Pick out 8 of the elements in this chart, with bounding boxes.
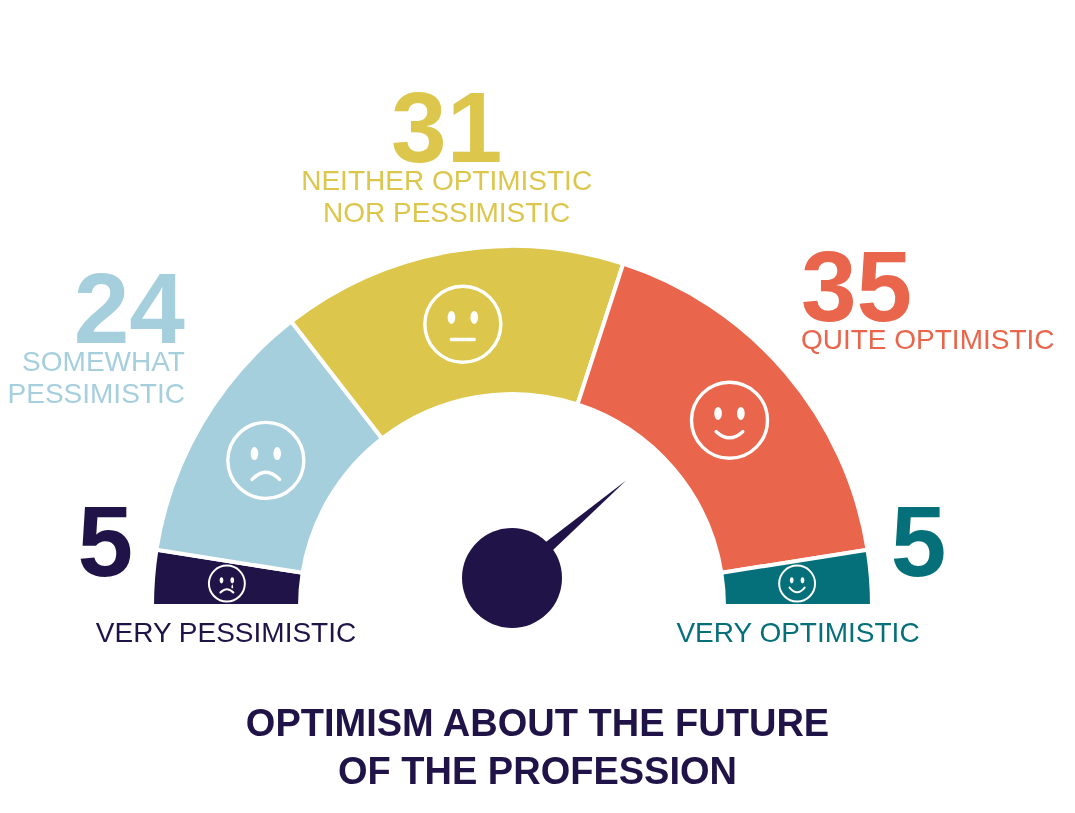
slice-label: VERY PESSIMISTIC bbox=[95, 617, 357, 648]
text: OPTIMISM ABOUT THE FUTURE OF THE PROFESSION bbox=[245, 702, 830, 792]
slice-label: VERY OPTIMISTIC bbox=[676, 617, 920, 648]
slice-label: QUITE OPTIMISTIC bbox=[800, 324, 1055, 356]
data-label: 5 bbox=[77, 485, 134, 598]
slice-label: SOMEWHAT PESSIMISTIC bbox=[7, 345, 185, 409]
data-label: 5 bbox=[890, 485, 947, 598]
slice-label: NEITHER OPTIMISTIC NOR PESSIMISTIC bbox=[301, 164, 593, 228]
